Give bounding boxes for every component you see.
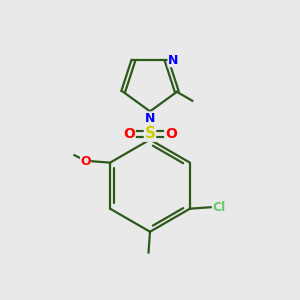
Text: S: S [145,126,155,141]
Text: O: O [123,127,135,141]
Text: N: N [168,54,178,67]
Text: O: O [165,127,177,141]
Text: Cl: Cl [212,201,225,214]
Text: O: O [80,154,91,168]
Text: N: N [145,112,155,125]
